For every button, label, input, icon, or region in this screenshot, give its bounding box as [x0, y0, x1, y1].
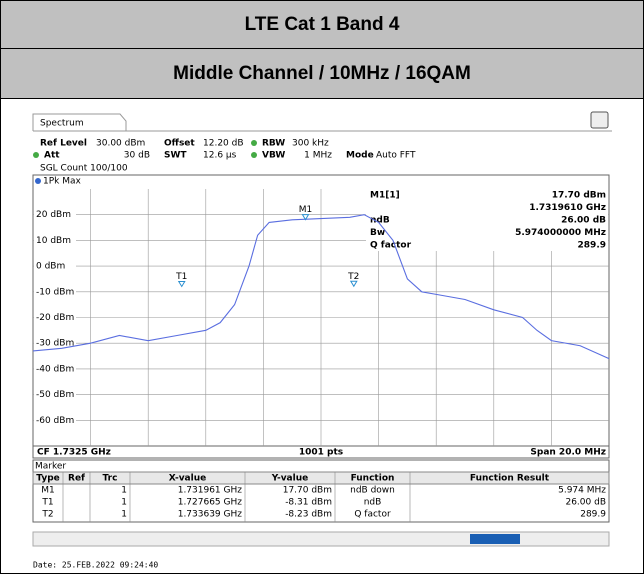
- col-header: X-value: [169, 474, 206, 484]
- tab: [32, 113, 127, 131]
- y-tick-label: 20 dBm: [36, 210, 71, 220]
- cell: Q factor: [354, 510, 391, 520]
- cell: 1: [121, 510, 127, 520]
- setting: VBW: [262, 151, 285, 161]
- icon[interactable]: [590, 111, 609, 129]
- col-header: Trc: [103, 474, 118, 484]
- tick-bg: [34, 362, 76, 375]
- cell: T2: [41, 510, 53, 520]
- setting: 30.00 dBm: [96, 139, 145, 149]
- title: LTE Cat 1 Band 4: [245, 14, 400, 35]
- cell: -8.31 dBm: [285, 498, 332, 508]
- info-label: Q factor: [370, 241, 412, 251]
- cell: 5.974 MHz: [558, 486, 606, 496]
- tick-bg: [34, 260, 76, 273]
- y-tick-label: -10 dBm: [36, 287, 74, 297]
- trace-dot: [35, 178, 41, 184]
- setting: Mode: [346, 151, 374, 161]
- setting: Offset: [164, 139, 195, 149]
- info-value: 26.00 dB: [561, 216, 606, 226]
- y-tick-label: -20 dBm: [36, 313, 74, 323]
- marker-label: T2: [347, 272, 359, 282]
- setting: SGL Count 100/100: [40, 164, 128, 174]
- setting: SWT: [164, 151, 187, 161]
- led: [251, 140, 257, 146]
- tick-bg: [34, 311, 76, 324]
- col-header: Function Result: [470, 474, 550, 484]
- info-value: 17.70 dBm: [552, 191, 606, 201]
- led: [251, 152, 257, 158]
- setting: 1 MHz: [304, 151, 332, 161]
- setting: Auto FFT: [376, 151, 416, 161]
- marker-table: [32, 459, 610, 523]
- cell: M1: [41, 486, 55, 496]
- header-row: [0, 0, 644, 49]
- tab-label: Spectrum: [40, 119, 84, 129]
- marker: [349, 280, 358, 288]
- status-bar: [32, 531, 610, 547]
- setting: 30 dB: [124, 151, 150, 161]
- trace: [32, 214, 610, 360]
- y-tick-label: -50 dBm: [36, 390, 74, 400]
- cell: -8.23 dBm: [285, 510, 332, 520]
- col-header: Function: [351, 474, 395, 484]
- marker: [301, 214, 310, 221]
- setting: 12.20 dB: [203, 139, 244, 149]
- cell: 1: [121, 498, 127, 508]
- table-header: [32, 471, 610, 485]
- tick-bg: [34, 234, 76, 247]
- table-title: Marker: [35, 462, 66, 472]
- trace-label: 1Pk Max: [43, 177, 82, 187]
- y-tick-label: 10 dBm: [36, 236, 71, 246]
- info-label: Bw: [370, 228, 385, 238]
- info-label: ndB: [370, 216, 390, 226]
- cell: 1: [121, 486, 127, 496]
- cell: 289.9: [580, 510, 606, 520]
- span: Span 20.0 MHz: [530, 448, 606, 458]
- y-tick-label: -60 dBm: [36, 416, 74, 426]
- subtitle: Middle Channel / 10MHz / 16QAM: [173, 63, 471, 84]
- info-bg: [366, 189, 608, 251]
- tick-bg: [34, 208, 76, 221]
- progress: [470, 534, 520, 544]
- setting: Att: [44, 151, 60, 161]
- points: 1001 pts: [299, 448, 343, 458]
- cell: ndB: [364, 498, 382, 508]
- col-header: Type: [36, 474, 59, 484]
- marker: [177, 280, 186, 288]
- tick-bg: [34, 285, 76, 298]
- cell: ndB down: [350, 486, 395, 496]
- led: [33, 152, 39, 158]
- y-tick-label: -30 dBm: [36, 339, 74, 349]
- info-value: 289.9: [578, 241, 606, 251]
- cell: 1.731961 GHz: [178, 486, 243, 496]
- col-header: Y-value: [271, 474, 308, 484]
- info-value: 1.7319610 GHz: [529, 203, 606, 213]
- cell: 26.00 dB: [565, 498, 606, 508]
- setting: 12.6 µs: [203, 151, 237, 161]
- cell: 17.70 dBm: [283, 486, 332, 496]
- y-tick-label: -40 dBm: [36, 364, 74, 374]
- setting: Ref Level: [40, 139, 87, 149]
- col-header: Ref: [68, 474, 85, 484]
- tick-bg: [34, 388, 76, 401]
- marker-label: M1: [299, 205, 313, 215]
- cell: 1.727665 GHz: [178, 498, 243, 508]
- setting: RBW: [262, 139, 285, 149]
- cell: T1: [41, 498, 53, 508]
- date: Date: 25.FEB.2022 09:24:40: [33, 561, 158, 570]
- header-row: [0, 48, 644, 99]
- y-tick-label: 0 dBm: [36, 262, 65, 272]
- tick-bg: [34, 337, 76, 350]
- tick-bg: [34, 414, 76, 427]
- info-label: M1[1]: [370, 191, 400, 201]
- info-value: 5.974000000 MHz: [515, 228, 606, 238]
- marker-label: T1: [175, 272, 187, 282]
- setting: 300 kHz: [292, 139, 329, 149]
- cf: CF 1.7325 GHz: [37, 448, 111, 458]
- cell: 1.733639 GHz: [178, 510, 243, 520]
